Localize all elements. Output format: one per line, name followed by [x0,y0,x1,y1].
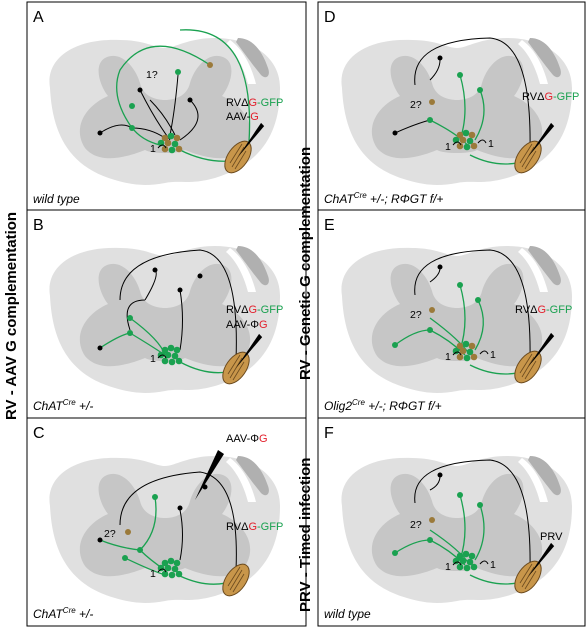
neuron [127,330,133,336]
panel-letter: A [33,9,44,26]
neuron [197,273,203,279]
neuron [152,267,158,273]
side-label-left: RV - AAV G complementation [3,212,20,420]
neuron [427,117,433,123]
neuron [175,69,181,75]
order-label-left: 1 [150,353,156,365]
genotype-caption: wild type [324,607,371,621]
panel-e: E 2? 1 1 RVΔG-GFP Olig2Cre +/-; RΦGT f/+ [324,217,572,413]
order-label-left: 1 [150,143,156,155]
vector-1: PRV [540,531,563,543]
neuron [129,103,135,109]
uncertain-order-label: 2? [410,99,422,111]
neuron [187,97,193,103]
panel-letter: D [324,9,336,26]
panel-d: D 2? 1 1 RVΔG-GFP ChATCre +/-; RΦGT f/+ [324,9,579,206]
neuron [177,287,183,293]
genotype-caption: ChATCre +/-; RΦGT f/+ [324,191,443,206]
neuron [437,55,443,61]
neuron [137,87,143,93]
uncertain-order-label: 2? [104,528,116,540]
neuron [392,550,398,556]
neuron [477,502,483,508]
neuron [437,472,443,478]
uncertain-order-label: 2? [410,309,422,321]
panel-letter: C [33,425,45,442]
uncertain-order-label: 2? [410,519,422,531]
vector-2: AAV-ΦG [226,433,268,445]
genotype-caption: Olig2Cre +/-; RΦGT f/+ [324,398,442,413]
neuron [427,327,433,333]
neuron [477,87,483,93]
vector-1: RVΔG-GFP [226,521,283,533]
neuron [457,282,463,288]
panel-letter: F [324,425,334,442]
order-label-left: 1 [445,561,451,573]
genotype-caption: wild type [33,192,80,206]
neuron [427,537,433,543]
spinal-cord [341,38,572,185]
uncertain-order-label: 1? [146,69,158,81]
panel-c: C 2? 1 AAV-ΦG RVΔG-GFP ChATCre +/- [33,425,283,621]
neuron [457,492,463,498]
order-label-left: 1 [150,568,156,580]
spinal-injection-needle [195,450,224,500]
neuron [129,125,135,131]
panel-letter: E [324,217,335,234]
genotype-caption: ChATCre +/- [33,606,93,621]
neuron [392,130,398,136]
vector-1: RVΔG-GFP [226,97,283,109]
panel-f-frame [317,417,586,627]
neuron [437,264,443,270]
neuron [97,345,103,351]
neuron [429,517,435,523]
vector-2: AAV-ΦG [226,319,268,331]
vector-2: AAV-G [226,111,259,123]
panel-c-frame [26,417,307,627]
neuron [177,505,183,511]
neuron [429,307,435,313]
neuron [122,555,128,561]
vector-1: RVΔG-GFP [515,304,572,316]
order-label-right: 1 [490,559,496,571]
neuron [475,297,481,303]
neuron [97,537,103,543]
neuron [137,547,143,553]
order-label-left: 1 [445,351,451,363]
panel-a: A 1? 1 RVΔG-GFP AAV-G wild type [33,9,283,206]
order-label-left: 1 [445,141,451,153]
neuron [207,62,213,68]
vector-1: RVΔG-GFP [522,91,579,103]
neuron [429,99,435,105]
panel-f: F 2? 1 1 PRV wild type [324,425,572,621]
vector-1: RVΔG-GFP [226,304,283,316]
neuron [457,72,463,78]
neuron [127,315,133,321]
order-label-right: 1 [488,138,494,150]
neuron [125,529,131,535]
neuron [152,494,158,500]
panel-b: B 1 RVΔG-GFP AAV-ΦG ChATCre +/- [33,217,283,413]
neuron [97,130,103,136]
order-label-right: 1 [490,349,496,361]
neuron [392,342,398,348]
panel-letter: B [33,217,44,234]
genotype-caption: ChATCre +/- [33,398,93,413]
